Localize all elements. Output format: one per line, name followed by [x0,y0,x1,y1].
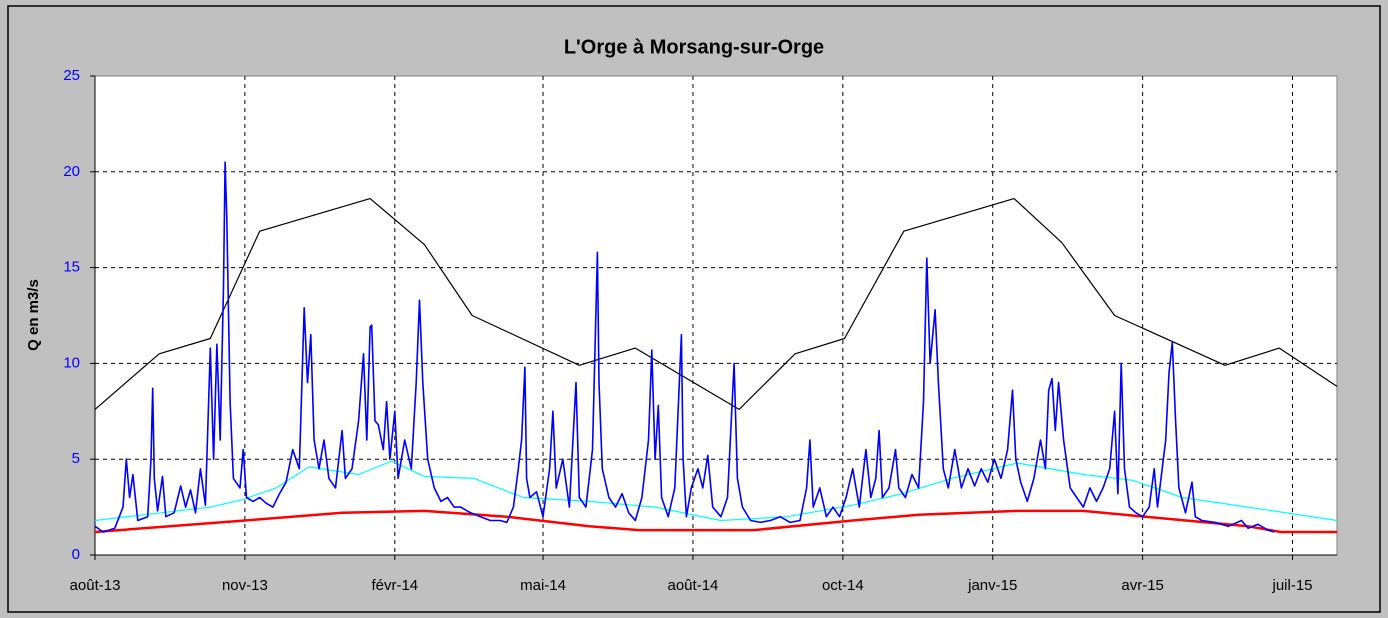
x-tick-label: août-13 [70,577,121,594]
series-line [94,198,1338,410]
x-tick-label: févr-14 [371,577,418,594]
x-tick-label: avr-15 [1121,577,1164,594]
y-tick-label: 20 [63,163,80,180]
x-tick-label: août-14 [668,577,719,594]
x-tick-label: nov-13 [222,577,268,594]
y-tick-label: 25 [63,67,80,84]
series-line [94,161,1275,533]
chart-title: L'Orge à Morsang-sur-Orge [564,36,824,58]
x-tick-label: oct-14 [822,577,864,594]
y-axis-label: Q en m3/s [25,279,42,351]
y-tick-label: 15 [63,259,80,276]
y-tick-label: 10 [63,354,80,371]
series-line [94,460,1338,522]
x-tick-label: janv-15 [967,577,1017,594]
x-tick-label: mai-14 [520,577,566,594]
y-tick-label: 5 [72,450,80,467]
plot-area [94,75,1338,556]
series-line [94,509,1337,534]
x-tick-label: juil-15 [1272,577,1313,594]
y-tick-label: 0 [72,546,80,563]
